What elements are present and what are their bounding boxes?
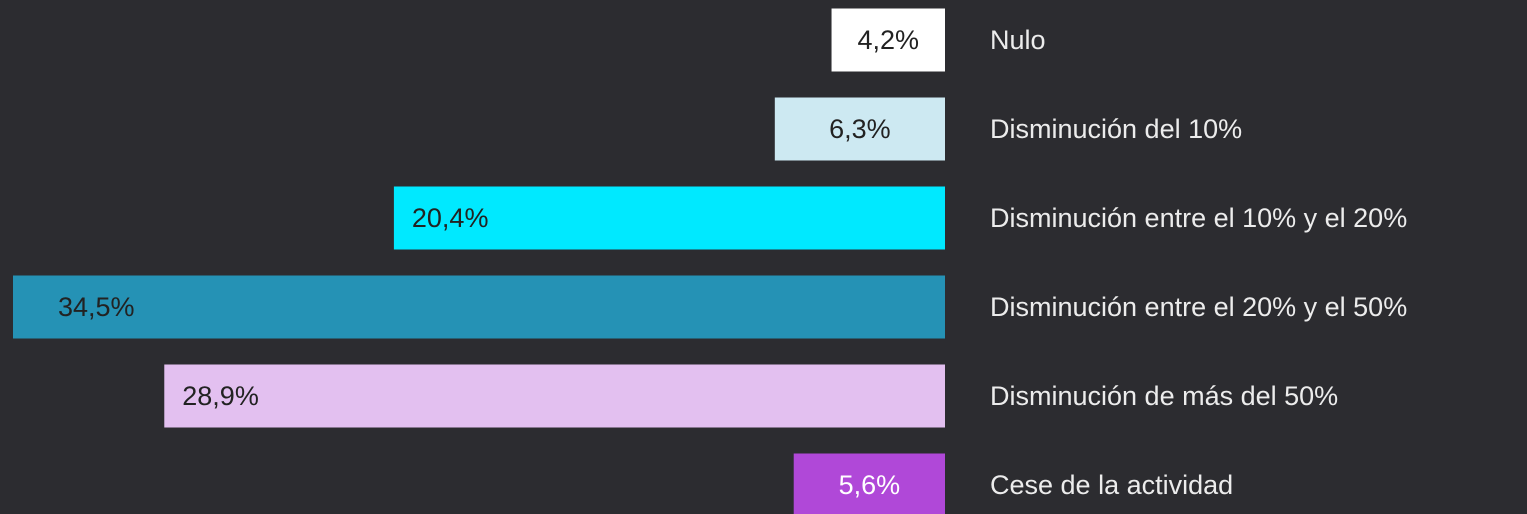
bar xyxy=(831,8,945,72)
value-label: 6,3% xyxy=(829,114,891,144)
value-label: 4,2% xyxy=(857,25,919,55)
category-label: Disminución de más del 50% xyxy=(990,381,1338,411)
value-label: 20,4% xyxy=(412,203,489,233)
category-label: Nulo xyxy=(990,25,1046,55)
bar xyxy=(393,186,945,250)
value-label: 5,6% xyxy=(839,470,901,500)
value-label: 28,9% xyxy=(182,381,259,411)
value-label: 34,5% xyxy=(58,292,135,322)
category-label: Disminución entre el 10% y el 20% xyxy=(990,203,1407,233)
bar xyxy=(793,453,945,514)
bar xyxy=(13,275,945,339)
category-label: Cese de la actividad xyxy=(990,470,1233,500)
bar xyxy=(774,97,945,161)
category-label: Disminución del 10% xyxy=(990,114,1242,144)
category-label: Disminución entre el 20% y el 50% xyxy=(990,292,1407,322)
bar xyxy=(164,364,946,428)
